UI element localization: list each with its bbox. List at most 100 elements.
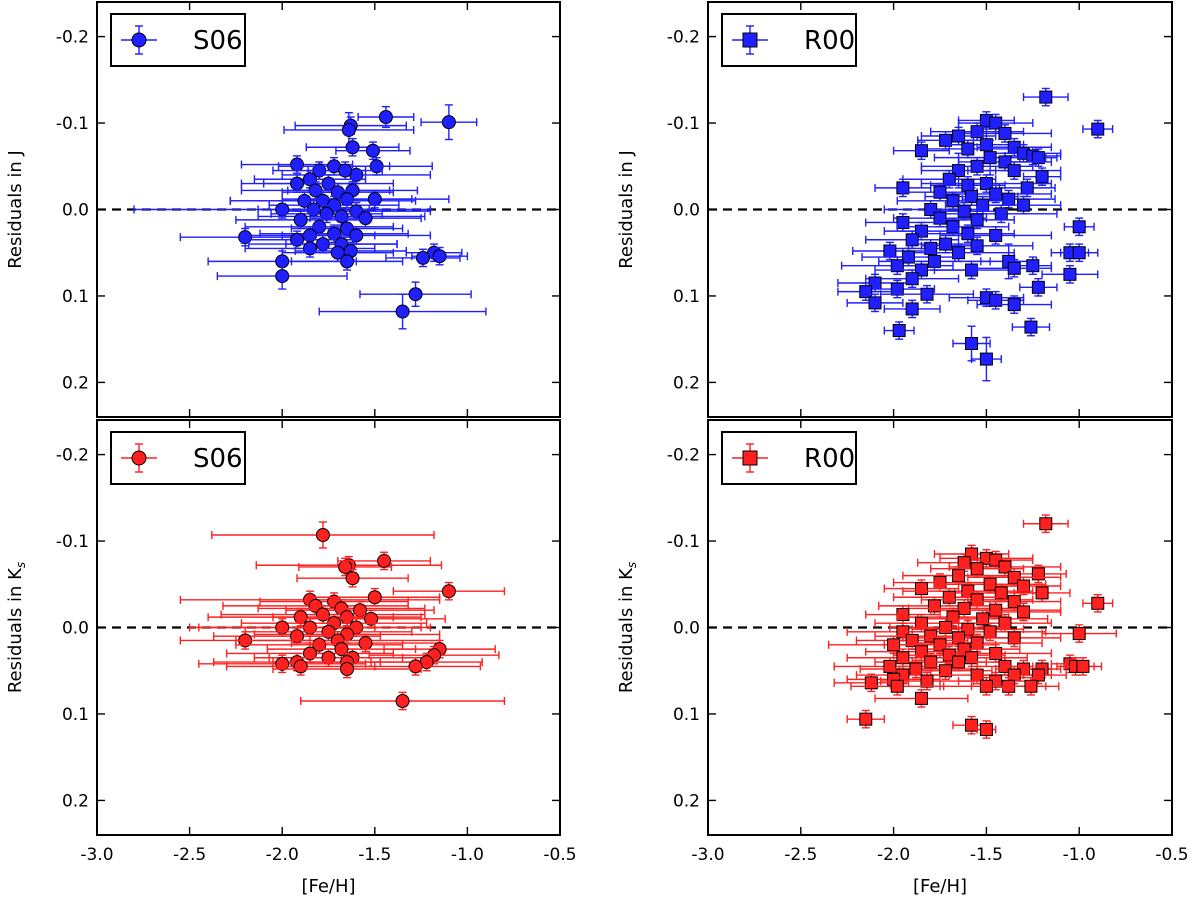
y-axis-label: Residuals in J [5, 150, 26, 269]
data-point [952, 715, 991, 735]
point-marker [290, 157, 305, 172]
point-marker [1063, 267, 1077, 281]
data-point [952, 325, 991, 362]
point-marker [334, 642, 349, 657]
point-marker [378, 109, 393, 124]
data-point [898, 661, 993, 681]
data-point [840, 256, 954, 276]
point-marker [942, 590, 956, 604]
point-marker [395, 693, 410, 708]
x-tick-label: -0.5 [1155, 845, 1188, 865]
legend-label: S06 [193, 26, 243, 56]
point-marker [293, 212, 308, 227]
y-tick-label: 0.2 [673, 373, 700, 393]
data-point [307, 161, 383, 180]
data-point [216, 262, 348, 290]
point-marker [367, 192, 382, 207]
point-marker [1007, 164, 1021, 178]
data-point [850, 676, 945, 696]
point-marker [408, 659, 423, 674]
y-axis-label: Residuals in Ks [616, 562, 639, 693]
x-tick-label: -2.0 [877, 845, 910, 865]
point-marker [983, 577, 997, 591]
y-tick-label: -0.1 [56, 114, 89, 134]
data-point [1063, 217, 1095, 237]
data-point [1002, 676, 1060, 696]
point-marker [970, 593, 984, 607]
data-point [865, 213, 941, 232]
point-marker [1024, 679, 1038, 693]
point-marker [965, 337, 979, 351]
point-marker [890, 259, 904, 273]
data-point [827, 635, 960, 655]
point-marker [979, 723, 993, 737]
panel-bottom-right: -0.2 -0.1 0.0 0.1 0.2 -3.0 -2.5 -2.0 -1.5 -1.0 -0.… [616, 419, 1189, 897]
data-point [281, 243, 395, 263]
panel-top-left: -0.2 -0.1 0.0 0.1 0.2 Residuals in J S06 [5, 1, 561, 418]
data-point [1082, 119, 1114, 139]
point-marker [983, 151, 997, 165]
data-point [889, 618, 1002, 637]
point-marker [957, 204, 971, 218]
point-marker [293, 659, 308, 674]
point-marker [358, 636, 373, 651]
point-marker [334, 209, 349, 224]
point-marker [905, 233, 919, 247]
point-marker [1020, 181, 1034, 195]
y-tick-label: 0.0 [673, 619, 700, 639]
data-point [133, 200, 432, 219]
point-marker [989, 116, 1003, 130]
x-tick-label: -0.5 [543, 845, 576, 865]
data-point [930, 559, 1025, 579]
data-point [957, 111, 1015, 130]
data-point [976, 295, 1053, 314]
point-marker [341, 122, 356, 137]
y-tick-label: 0.1 [673, 705, 700, 725]
point-marker [939, 133, 953, 147]
point-marker [896, 215, 910, 229]
data-point [207, 250, 357, 273]
data-point [296, 568, 409, 588]
point-marker [1035, 586, 1049, 600]
y-tick-label: 0.2 [62, 373, 89, 393]
point-marker [939, 237, 953, 251]
data-point [902, 566, 1015, 585]
point-marker [1007, 595, 1021, 609]
data-point [1022, 514, 1069, 534]
legend: S06 [110, 431, 246, 485]
point-marker [408, 287, 423, 302]
point-marker [1039, 517, 1053, 531]
data-point [359, 281, 472, 308]
point-marker [367, 590, 382, 605]
data-point [318, 293, 487, 330]
point-marker [340, 662, 355, 676]
point-marker [970, 636, 984, 650]
data-point [944, 195, 1021, 215]
data-point [837, 282, 895, 301]
point-marker [887, 638, 901, 652]
data-point [879, 284, 975, 304]
point-marker [979, 352, 993, 366]
y-axis-label: Residuals in Ks [5, 562, 28, 693]
point-marker [859, 285, 873, 299]
legend: S06 [110, 13, 246, 67]
point-marker [1072, 220, 1086, 234]
x-tick-label: -1.5 [358, 845, 391, 865]
point-marker [1076, 659, 1090, 673]
point-marker [946, 220, 960, 234]
point-marker [890, 282, 904, 296]
point-marker [1017, 579, 1031, 593]
point-marker [1017, 605, 1031, 619]
data-point [281, 226, 432, 245]
point-marker [998, 126, 1012, 140]
point-marker [939, 621, 953, 634]
y-tick-label: 0.1 [62, 287, 89, 307]
y-tick-label: -0.1 [667, 532, 700, 552]
point-marker [952, 246, 966, 260]
point-marker [365, 143, 380, 158]
point-marker [989, 603, 1003, 617]
data-point [244, 622, 413, 642]
y-axis-label-subscript: s [14, 562, 28, 568]
legend-label: S06 [193, 444, 243, 474]
data-point [350, 657, 482, 676]
